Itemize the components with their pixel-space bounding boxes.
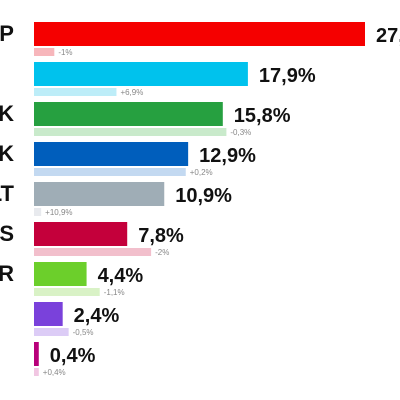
vote-share-bar (34, 342, 39, 366)
change-label: -1,1% (104, 288, 125, 297)
change-label: +10,9% (45, 208, 72, 217)
vote-share-label: 0,4% (50, 345, 96, 367)
vote-share-label: 2,4% (74, 305, 120, 327)
party-label: SDP (0, 21, 14, 46)
vote-share-bar (34, 102, 223, 126)
change-label: -1% (58, 48, 72, 57)
change-label: +0,2% (190, 168, 213, 177)
party-label: KK (0, 101, 14, 126)
change-label: +6,9% (120, 88, 143, 97)
change-label: +0,4% (43, 368, 66, 377)
vote-share-bar (34, 222, 128, 246)
change-bar (34, 248, 152, 256)
vote-share-bar (34, 302, 63, 326)
vote-share-label: 4,4% (98, 265, 144, 287)
vote-share-label: 17,9% (259, 65, 316, 87)
change-bar (34, 208, 42, 216)
change-bar (34, 288, 100, 296)
vote-share-bar (34, 62, 248, 86)
vote-share-bar (34, 142, 189, 166)
party-label: R (0, 261, 14, 286)
change-label: -0,5% (73, 328, 94, 337)
vote-share-bar (34, 262, 87, 286)
change-bar (34, 368, 39, 376)
vote-share-label: 12,9% (199, 145, 256, 167)
vote-share-label: 15,8% (234, 105, 291, 127)
party-label: LT (0, 181, 15, 206)
party-label: KK (0, 141, 14, 166)
party-label: S (0, 221, 14, 246)
vote-share-label: 27,7% (376, 25, 400, 47)
change-bar (34, 328, 69, 336)
change-bar (34, 128, 227, 136)
vote-share-label: 7,8% (138, 225, 184, 247)
change-bar (34, 168, 186, 176)
change-bar (34, 88, 117, 96)
vote-share-label: 10,9% (175, 185, 232, 207)
change-bar (34, 48, 55, 56)
change-label: -0,3% (230, 128, 251, 137)
vote-share-bar (34, 182, 165, 206)
vote-share-bar (34, 22, 365, 46)
change-label: -2% (155, 248, 169, 257)
